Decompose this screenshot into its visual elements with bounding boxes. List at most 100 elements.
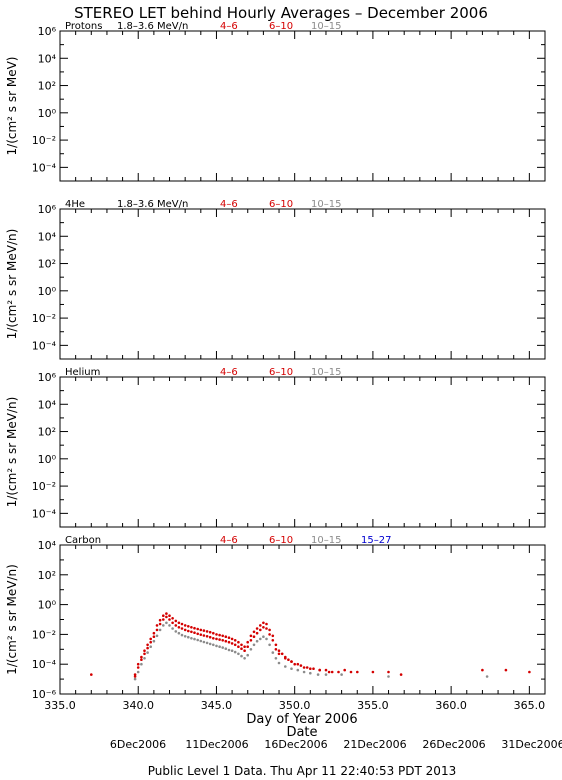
- y-axis-label: 1/(cm² s sr MeV/n): [5, 564, 19, 675]
- x-tick-label: 340.0: [122, 699, 154, 712]
- legend-range-4-6: 4–6: [220, 199, 238, 210]
- data-point: [259, 628, 262, 632]
- legend-range-10-15: 10–15: [311, 535, 341, 546]
- data-point: [218, 645, 221, 648]
- y-tick-label: 10⁻⁶: [32, 688, 57, 701]
- data-point: [133, 677, 137, 681]
- data-point: [274, 648, 278, 651]
- panel-label: Protons: [65, 21, 102, 32]
- y-tick-label: 10⁻²: [32, 312, 56, 325]
- y-axis-label: 1/(cm² s sr MeV/n): [5, 397, 19, 508]
- data-point: [243, 657, 246, 660]
- data-point: [136, 670, 140, 674]
- chart-title: STEREO LET behind Hourly Averages – Dece…: [74, 4, 488, 22]
- panel-protons: 10⁶ 10⁴ 10² 10⁰ 10⁻² 10⁻⁴ 1/(cm² s sr MeV) Prot…: [5, 21, 546, 182]
- data-point: [265, 622, 268, 626]
- data-point: [249, 639, 253, 642]
- date-tick-label: 6Dec2006: [110, 738, 166, 751]
- data-point: [168, 618, 171, 621]
- y-tick-label: 10⁻⁴: [32, 161, 57, 174]
- data-point: [208, 635, 212, 639]
- legend-range-4-6: 4–6: [220, 21, 238, 32]
- data-point: [356, 670, 359, 674]
- data-point: [262, 621, 265, 625]
- legend-range-15-27: 15–27: [361, 535, 391, 546]
- data-point: [255, 627, 259, 630]
- data-point: [168, 624, 171, 627]
- data-point: [240, 654, 243, 658]
- y-tick-label: 10⁰: [38, 107, 57, 120]
- data-point: [171, 621, 174, 625]
- data-point: [246, 640, 249, 644]
- data-point: [343, 668, 347, 672]
- panel-label: 4He: [65, 199, 85, 210]
- data-point: [233, 639, 237, 642]
- x-tick-label: 355.0: [357, 699, 389, 712]
- data-point: [318, 668, 322, 672]
- date-tick-label: 31Dec2006: [501, 738, 562, 751]
- y-tick-label: 10²: [38, 426, 56, 439]
- data-point: [212, 637, 215, 640]
- data-point: [193, 637, 196, 641]
- data-point: [268, 633, 271, 636]
- data-point: [149, 637, 152, 641]
- data-point: [274, 657, 278, 660]
- y-tick-label: 10⁻⁴: [32, 507, 57, 520]
- y-tick-label: 10²: [38, 258, 56, 271]
- data-point: [227, 636, 231, 639]
- data-point: [171, 617, 174, 620]
- energy-range-label: 1.8–3.6 MeV/n: [117, 21, 188, 32]
- data-point: [277, 652, 281, 656]
- legend-range-6-10: 6–10: [269, 199, 293, 210]
- legend-range-4-6: 4–6: [220, 367, 238, 378]
- data-point: [140, 658, 143, 661]
- data-point: [296, 662, 300, 666]
- y-tick-label: 10⁴: [38, 539, 57, 552]
- data-point: [162, 614, 165, 617]
- x-tick-label: 365.0: [514, 699, 546, 712]
- data-point: [255, 639, 259, 643]
- date-ticks: 6Dec2006 11Dec2006 16Dec2006 21Dec2006 26Dec…: [110, 738, 562, 751]
- data-point: [136, 666, 140, 669]
- y-tick-label: 10⁻²: [32, 628, 56, 641]
- data-point: [205, 630, 209, 633]
- data-point: [196, 638, 199, 642]
- data-point: [205, 641, 209, 645]
- data-point: [190, 626, 193, 629]
- data-point: [504, 668, 508, 672]
- data-point: [262, 635, 265, 638]
- data-point: [136, 662, 140, 666]
- data-point: [274, 643, 278, 647]
- data-point: [277, 649, 281, 652]
- data-point: [227, 640, 231, 644]
- data-point: [399, 673, 403, 676]
- data-point: [277, 661, 281, 665]
- data-point: [190, 630, 193, 634]
- data-point: [174, 624, 178, 627]
- plot-frame: [59, 376, 546, 528]
- legend-range-10-15: 10–15: [311, 199, 341, 210]
- data-point: [152, 635, 156, 638]
- data-point: [371, 670, 375, 674]
- y-tick-label: 10⁴: [38, 398, 57, 411]
- data-point: [240, 647, 243, 650]
- data-point: [174, 630, 178, 633]
- data-point: [249, 634, 253, 638]
- y-tick-label: 10⁰: [38, 285, 57, 298]
- data-point: [149, 645, 152, 648]
- y-tick-label: 10⁴: [38, 230, 57, 243]
- data-point: [268, 628, 271, 632]
- data-point: [168, 614, 171, 617]
- legend-range-6-10: 6–10: [269, 21, 293, 32]
- data-point: [481, 668, 484, 672]
- y-tick-label: 10⁶: [38, 371, 57, 384]
- data-point: [146, 646, 149, 650]
- data-point: [252, 635, 256, 638]
- data-point: [271, 651, 275, 654]
- data-point: [249, 648, 253, 651]
- x-axis-label: Day of Year 2006: [246, 712, 357, 727]
- data-point: [146, 643, 149, 647]
- data-point: [152, 639, 156, 643]
- data-point: [290, 660, 293, 663]
